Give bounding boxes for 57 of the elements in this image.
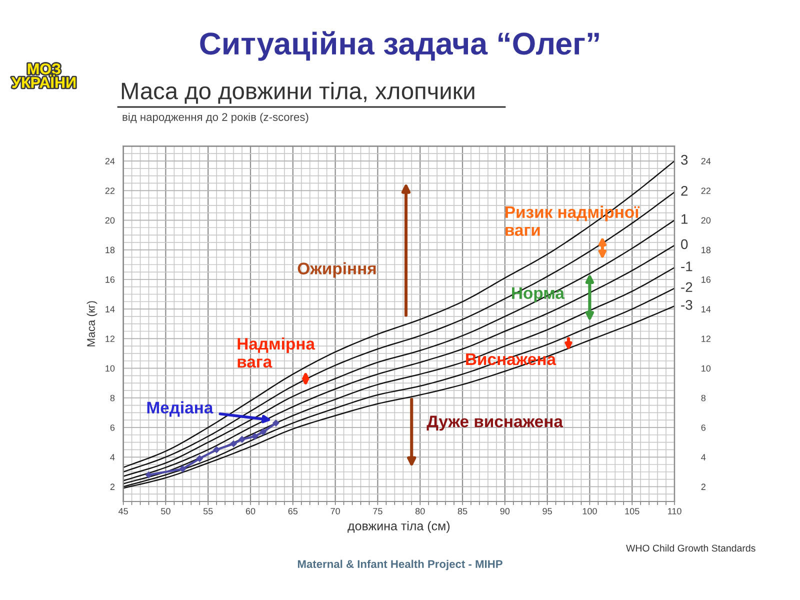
y2-tick-label: 22 <box>701 188 710 194</box>
y-tick-label: 24 <box>105 158 115 164</box>
y2-tick-label: 4 <box>701 454 706 460</box>
annotation: Ожиріння <box>298 262 376 278</box>
y2-tick-label: 18 <box>702 246 711 254</box>
y2-tick-label: 10 <box>702 365 711 372</box>
y-tick-label: 6 <box>110 424 115 431</box>
text: МОЗ УКРАЇНИ <box>12 63 76 88</box>
x-tick-label: 90 <box>500 508 510 514</box>
chart-subtitle: Маса до довжини тіла, хлопчики <box>122 82 474 104</box>
y-tick-label: 22 <box>105 188 115 194</box>
x-tick-label: 95 <box>542 508 552 514</box>
x-tick-label: 100 <box>582 508 597 514</box>
y-tick-label: 8 <box>110 394 115 402</box>
text: від народження до 2 років (z-scores) <box>122 112 308 124</box>
y-tick-label: 20 <box>105 217 115 224</box>
x-tick-label: 60 <box>246 508 256 514</box>
x-tick-label: 85 <box>458 508 468 514</box>
chart-title: Ситуаційна задача “Олег” <box>200 31 599 61</box>
x-tick-label: 105 <box>625 508 640 514</box>
x-tick-label: 65 <box>288 508 298 514</box>
y2-tick-label: 12 <box>702 336 710 342</box>
y2-tick-label: 16 <box>702 276 711 283</box>
series-label: 0 <box>681 239 688 250</box>
annotation: Дуже виснажена <box>426 416 564 431</box>
y-tick-label: 12 <box>106 336 115 342</box>
x-tick-label: 80 <box>415 508 425 514</box>
x-tick-label: 55 <box>203 508 213 514</box>
x-tick-label: 70 <box>330 508 340 514</box>
x-tick-label: 110 <box>668 508 682 514</box>
y-tick-label: 14 <box>106 306 115 312</box>
y2-tick-label: 14 <box>702 306 711 312</box>
x-tick-label: 50 <box>161 508 170 514</box>
y2-tick-label: 8 <box>701 394 706 402</box>
series-label: 3 <box>681 154 688 165</box>
y2-tick-label: 6 <box>701 424 706 431</box>
series-label: -2 <box>681 282 692 292</box>
text: WHO Child Growth Standards <box>626 544 756 552</box>
y-axis-title: Маса (кг) <box>86 301 98 346</box>
y2-tick-label: 24 <box>701 158 711 164</box>
annotation: Надмірна вага <box>238 337 316 368</box>
x-tick-label: 75 <box>373 508 382 514</box>
y-tick-label: 4 <box>110 454 115 460</box>
series-label: -3 <box>681 300 692 310</box>
y-tick-label: 18 <box>106 246 115 254</box>
y2-tick-label: 20 <box>701 217 711 224</box>
series-label: 2 <box>681 186 688 196</box>
text: Maternal & Infant Health Project - MIHP <box>298 560 502 570</box>
y-tick-label: 10 <box>106 365 115 372</box>
series-label: -1 <box>681 262 692 272</box>
annotation: Медіана <box>147 401 214 417</box>
y2-tick-label: 2 <box>701 484 706 490</box>
x-tick-label: 45 <box>118 508 128 514</box>
series-label: 1 <box>682 214 688 224</box>
y-tick-label: 16 <box>106 276 115 283</box>
x-axis-title: довжина тіла (см) <box>348 521 450 533</box>
y-tick-label: 2 <box>110 484 115 490</box>
